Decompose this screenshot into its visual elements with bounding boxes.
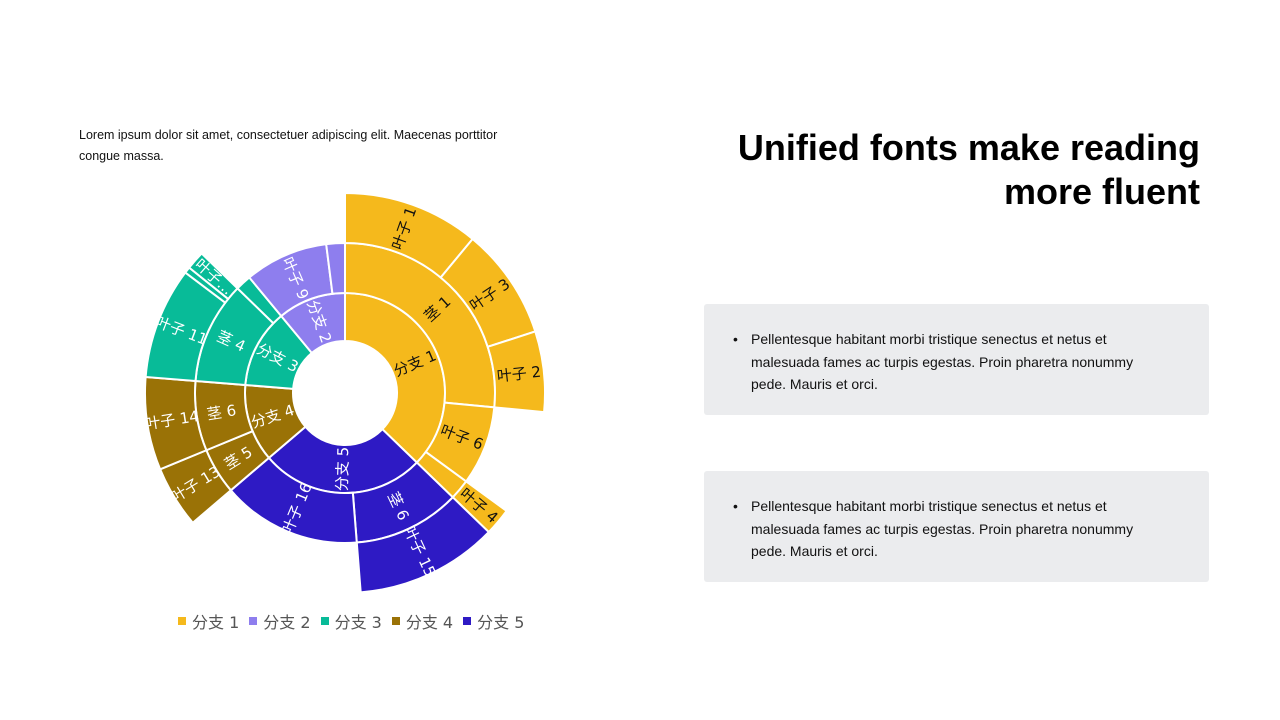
text-box-2: Pellentesque habitant morbi tristique se… [704, 471, 1209, 582]
text-box-1: Pellentesque habitant morbi tristique se… [704, 304, 1209, 415]
legend-label: 分支 5 [477, 613, 525, 632]
legend-swatch [249, 617, 258, 625]
legend-item: 分支 2 [249, 609, 311, 633]
legend-item: 分支 1 [178, 609, 239, 633]
legend-item: 分支 5 [463, 609, 524, 633]
bullet-text: Pellentesque habitant morbi tristique se… [733, 471, 1161, 563]
legend-item: 分支 4 [391, 609, 454, 633]
chart-legend: 分支 1 分支 2 分支 3 分支 4 分支 5 [178, 609, 524, 633]
segment-label: 分支 5 [333, 447, 352, 492]
legend-swatch [463, 617, 472, 625]
legend-swatch [320, 617, 329, 625]
segment-label: 叶子 2 [496, 363, 542, 386]
legend-label: 分支 2 [263, 613, 311, 632]
legend-label: 分支 3 [334, 613, 382, 632]
legend-label: 分支 1 [192, 613, 240, 632]
sunburst-segment[interactable] [325, 241, 346, 295]
legend-swatch [178, 617, 186, 625]
legend-swatch [391, 617, 400, 625]
legend-label: 分支 4 [405, 613, 454, 632]
slide-title: Unified fonts make reading more fluent [737, 127, 1200, 212]
segment-label: 茎 6 [206, 401, 238, 423]
sunburst-segment[interactable] [355, 495, 491, 594]
intro-text: Lorem ipsum dolor sit amet, consectetuer… [79, 128, 498, 163]
bullet-text: Pellentesque habitant morbi tristique se… [733, 304, 1161, 396]
legend-item: 分支 3 [320, 609, 382, 633]
